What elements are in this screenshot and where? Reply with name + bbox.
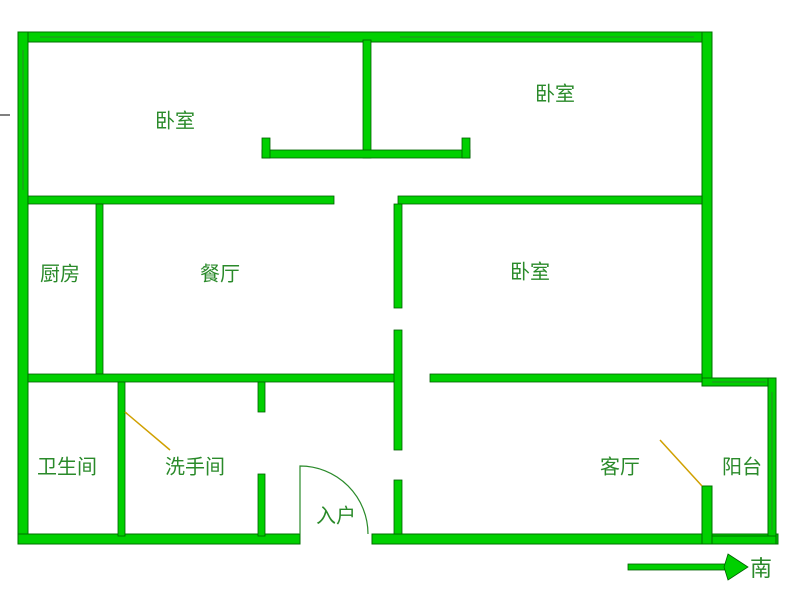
wash-split-vert-up bbox=[258, 382, 265, 412]
top-center-bar-l bbox=[262, 138, 270, 158]
label-living: 客厅 bbox=[600, 455, 640, 478]
walls-group bbox=[18, 32, 778, 544]
label-balcony: 阳台 bbox=[722, 455, 762, 478]
balcony-door bbox=[660, 440, 702, 486]
label-south: 南 bbox=[750, 556, 772, 581]
balcony-bottom-ext bbox=[712, 536, 776, 544]
label-washroom: 洗手间 bbox=[165, 455, 225, 478]
outer-right-lower bbox=[702, 486, 712, 544]
top-center-vert bbox=[363, 40, 371, 158]
wash-door bbox=[125, 412, 170, 450]
compass-arrow bbox=[628, 554, 748, 580]
kitchen-vert bbox=[96, 204, 103, 374]
center-vert-lower bbox=[394, 330, 402, 450]
top-center-bar bbox=[262, 150, 470, 158]
floorplan-canvas: 卧室 卧室 卧室 厨房 餐厅 卫生间 洗手间 入户 客厅 阳台 南 bbox=[0, 0, 790, 600]
top-center-bar-r bbox=[462, 138, 470, 158]
label-dining: 餐厅 bbox=[200, 262, 240, 285]
mid-horiz-right bbox=[398, 196, 702, 204]
mid-horiz-left bbox=[28, 196, 334, 204]
center-vert-upper bbox=[394, 204, 402, 308]
wash-split-vert-lo bbox=[258, 474, 265, 536]
label-kitchen: 厨房 bbox=[40, 262, 80, 285]
label-bathroom: 卫生间 bbox=[37, 455, 97, 478]
bath-split-vert bbox=[118, 382, 125, 536]
row2-bottom-left bbox=[28, 374, 398, 382]
label-entry: 入户 bbox=[316, 504, 356, 527]
row2-bottom-right bbox=[430, 374, 702, 382]
outer-right-upper bbox=[702, 32, 712, 382]
label-bedroom2: 卧室 bbox=[535, 82, 575, 105]
label-bedroom1: 卧室 bbox=[155, 109, 195, 132]
label-bedroom3: 卧室 bbox=[510, 260, 550, 283]
center-stub bbox=[394, 480, 402, 534]
